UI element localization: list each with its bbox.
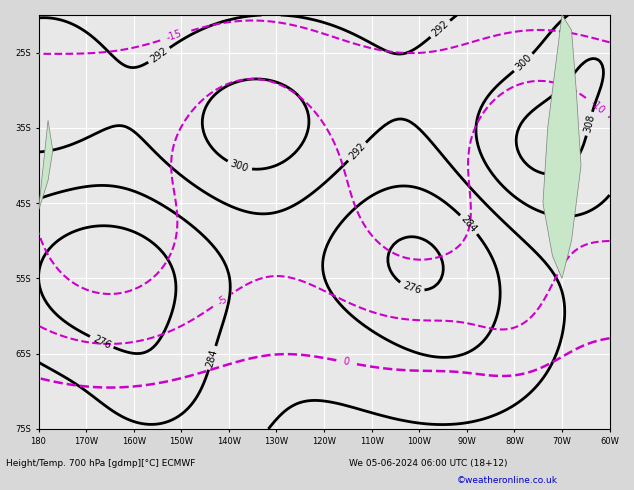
Text: ©weatheronline.co.uk: ©weatheronline.co.uk bbox=[456, 476, 557, 485]
Text: 284: 284 bbox=[459, 214, 479, 235]
Text: 292: 292 bbox=[148, 46, 169, 65]
Text: Height/Temp. 700 hPa [gdmp][°C] ECMWF: Height/Temp. 700 hPa [gdmp][°C] ECMWF bbox=[6, 459, 196, 468]
Polygon shape bbox=[39, 121, 53, 211]
Text: 292: 292 bbox=[347, 142, 367, 162]
Text: 284: 284 bbox=[205, 347, 219, 368]
Text: 276: 276 bbox=[91, 334, 112, 351]
Text: 300: 300 bbox=[514, 52, 534, 73]
Text: -5: -5 bbox=[216, 294, 229, 307]
Text: We 05-06-2024 06:00 UTC (18+12): We 05-06-2024 06:00 UTC (18+12) bbox=[349, 459, 507, 468]
Text: 0: 0 bbox=[342, 357, 349, 368]
Text: 308: 308 bbox=[582, 114, 597, 134]
Text: -10: -10 bbox=[588, 98, 607, 116]
Polygon shape bbox=[543, 15, 581, 278]
Text: 300: 300 bbox=[229, 159, 250, 174]
Text: -15: -15 bbox=[165, 28, 184, 43]
Text: 292: 292 bbox=[430, 19, 451, 39]
Text: 276: 276 bbox=[401, 281, 422, 296]
